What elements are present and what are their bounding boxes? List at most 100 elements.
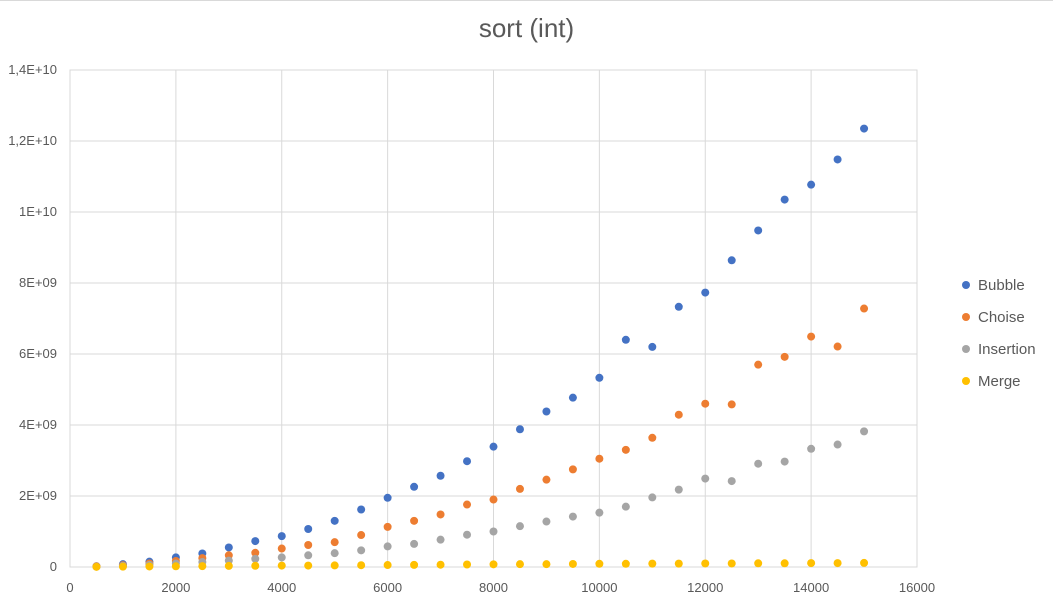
data-point-merge [807, 559, 816, 568]
legend: Bubble Choise Insertion Merge [962, 269, 1036, 397]
y-tick-label: 8E+09 [19, 275, 57, 290]
data-point-merge [833, 559, 842, 568]
data-point-merge [727, 559, 736, 568]
data-point-bubble [595, 373, 604, 382]
data-point-merge [92, 562, 101, 571]
chart-title: sort (int) [478, 13, 575, 43]
data-point-bubble [357, 505, 366, 514]
data-point-bubble [277, 532, 286, 541]
data-point-insertion [674, 485, 683, 494]
x-tick-label: 4000 [267, 580, 296, 595]
data-point-choise [304, 540, 313, 549]
y-tick-label: 4E+09 [19, 417, 57, 432]
data-point-merge [701, 559, 710, 568]
x-tick-label: 0 [66, 580, 73, 595]
data-point-merge [330, 561, 339, 570]
data-point-merge [515, 560, 524, 569]
data-point-merge [171, 562, 180, 571]
data-point-merge [304, 561, 313, 570]
data-point-merge [674, 559, 683, 568]
legend-marker [962, 345, 970, 353]
data-point-bubble [463, 457, 472, 466]
data-point-bubble [542, 407, 551, 416]
data-point-merge [145, 562, 154, 571]
data-point-merge [542, 560, 551, 569]
data-point-choise [436, 510, 445, 519]
data-point-choise [251, 548, 260, 557]
data-point-insertion [304, 551, 313, 560]
data-point-bubble [304, 525, 313, 534]
data-point-insertion [330, 549, 339, 558]
y-tick-label: 2E+09 [19, 488, 57, 503]
y-tick-label: 1,2E+10 [8, 133, 57, 148]
data-point-choise [277, 544, 286, 553]
data-point-bubble [383, 493, 392, 502]
data-point-choise [515, 484, 524, 493]
data-point-choise [463, 500, 472, 509]
data-point-choise [701, 399, 710, 408]
data-point-merge [251, 561, 260, 570]
x-tick-label: 16000 [899, 580, 935, 595]
data-point-choise [595, 454, 604, 463]
data-point-merge [595, 559, 604, 568]
data-point-insertion [648, 493, 657, 502]
data-point-bubble [754, 226, 763, 235]
legend-item-bubble: Bubble [962, 269, 1036, 301]
legend-label: Bubble [978, 276, 1025, 294]
data-point-insertion [515, 522, 524, 531]
data-point-bubble [701, 288, 710, 297]
legend-marker [962, 281, 970, 289]
data-point-bubble [727, 256, 736, 265]
legend-item-insertion: Insertion [962, 333, 1036, 365]
data-point-insertion [277, 553, 286, 562]
data-point-insertion [383, 542, 392, 551]
data-point-bubble [807, 180, 816, 189]
data-point-merge [621, 559, 630, 568]
x-tick-label: 14000 [793, 580, 829, 595]
data-point-bubble [568, 393, 577, 402]
data-point-merge [489, 560, 498, 569]
x-tick-label: 2000 [161, 580, 190, 595]
data-point-merge [224, 561, 233, 570]
data-point-merge [568, 559, 577, 568]
data-point-insertion [595, 508, 604, 517]
data-point-merge [754, 559, 763, 568]
data-point-bubble [621, 335, 630, 344]
legend-label: Insertion [978, 340, 1036, 358]
legend-label: Choise [978, 308, 1025, 326]
legend-marker [962, 313, 970, 321]
x-tick-label: 12000 [687, 580, 723, 595]
data-point-bubble [515, 425, 524, 434]
data-point-choise [860, 304, 869, 313]
data-point-bubble [251, 537, 260, 546]
data-point-bubble [860, 124, 869, 133]
data-point-choise [542, 475, 551, 484]
data-point-choise [383, 522, 392, 531]
data-point-merge [198, 562, 207, 571]
data-point-merge [436, 560, 445, 569]
data-point-bubble [674, 302, 683, 311]
data-point-choise [489, 495, 498, 504]
data-point-insertion [621, 502, 630, 511]
y-tick-label: 6E+09 [19, 346, 57, 361]
data-point-insertion [754, 459, 763, 468]
data-point-choise [807, 332, 816, 341]
data-point-choise [833, 342, 842, 351]
data-point-insertion [701, 474, 710, 483]
data-point-bubble [648, 342, 657, 351]
data-point-choise [754, 360, 763, 369]
x-tick-label: 10000 [581, 580, 617, 595]
data-point-merge [463, 560, 472, 569]
data-point-choise [330, 538, 339, 547]
data-point-choise [410, 516, 419, 525]
data-point-insertion [489, 527, 498, 536]
data-point-merge [383, 561, 392, 570]
data-point-insertion [357, 546, 366, 555]
x-tick-label: 8000 [479, 580, 508, 595]
data-point-merge [860, 558, 869, 567]
data-point-choise [568, 465, 577, 474]
data-point-merge [118, 562, 127, 571]
data-point-insertion [727, 477, 736, 486]
